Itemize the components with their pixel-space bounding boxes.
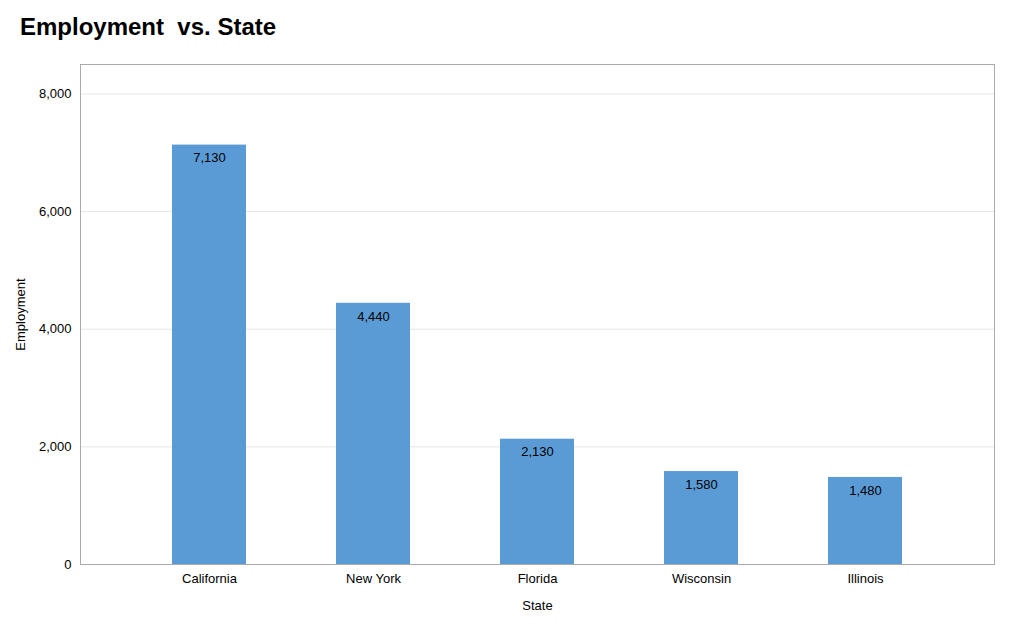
svg-text:Florida: Florida — [518, 571, 559, 586]
html-text:Employment vs. State: Employment vs. State — [20, 13, 277, 40]
svg-text:6,000: 6,000 — [39, 204, 72, 219]
svg-text:Wisconsin: Wisconsin — [672, 571, 731, 586]
svg-text:0: 0 — [64, 557, 71, 572]
svg-text:1,480: 1,480 — [849, 483, 882, 498]
svg-text:8,000: 8,000 — [39, 86, 72, 101]
svg-text:Employment: Employment — [13, 278, 28, 351]
svg-text:4,440: 4,440 — [357, 309, 390, 324]
svg-text:2,130: 2,130 — [521, 444, 554, 459]
svg-text:California: California — [182, 571, 238, 586]
svg-text:4,000: 4,000 — [39, 321, 72, 336]
svg-text:1,580: 1,580 — [685, 477, 718, 492]
svg-text:2,000: 2,000 — [39, 439, 72, 454]
svg-text:New York: New York — [346, 571, 401, 586]
svg-text:State: State — [522, 598, 552, 613]
svg-text:7,130: 7,130 — [193, 150, 226, 165]
svg-text:Illinois: Illinois — [847, 571, 884, 586]
